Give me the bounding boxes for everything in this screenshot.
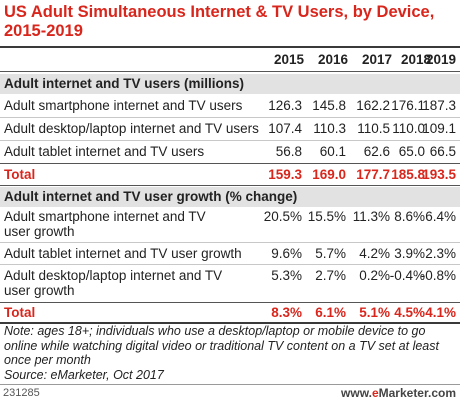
table-cell: -0.8%	[420, 268, 456, 283]
row-label: Adult desktop/laptop internet and TV use…	[4, 121, 259, 136]
table-cell: 2.7%	[315, 268, 346, 283]
total-cell: 6.1%	[315, 305, 346, 320]
table-cell: 9.6%	[271, 246, 302, 261]
table-cell: 109.1	[422, 121, 456, 136]
row-divider	[0, 264, 460, 265]
row-label: Adult tablet internet and TV users	[4, 144, 205, 159]
total-label: Total	[4, 167, 36, 182]
section-heading-growth: Adult internet and TV user growth (% cha…	[0, 187, 460, 207]
row-label: Adult smartphone internet and TV user gr…	[4, 209, 206, 239]
table-cell: 65.0	[398, 144, 425, 159]
year-header: 2017	[361, 52, 392, 67]
row-label: Adult tablet internet and TV user growth	[4, 246, 242, 261]
chart-title: US Adult Simultaneous Internet & TV User…	[4, 3, 435, 40]
table-cell: 145.8	[312, 98, 346, 113]
brand-link[interactable]: www.eMarketer.com	[341, 386, 456, 400]
table-cell: 187.3	[422, 98, 456, 113]
table-cell: -0.4%	[389, 268, 425, 283]
chart-id: 231285	[3, 387, 40, 399]
table-cell: 3.9%	[394, 246, 425, 261]
year-header: 2018	[400, 52, 431, 67]
total-cell: 4.1%	[425, 305, 456, 320]
title-rule	[0, 46, 460, 48]
table-cell: 2.3%	[425, 246, 456, 261]
total-cell: 177.7	[356, 167, 390, 182]
note-rule	[0, 322, 460, 324]
row-label: Adult desktop/laptop internet and TV use…	[4, 268, 223, 298]
table-cell: 5.7%	[315, 246, 346, 261]
chart-note: Note: ages 18+; individuals who use a de…	[4, 324, 456, 382]
total-cell: 4.5%	[394, 305, 425, 320]
table-cell: 60.1	[319, 144, 346, 159]
table-cell: 110.0	[392, 121, 425, 136]
brand-prefix: www.	[341, 386, 372, 400]
table-cell: 126.3	[268, 98, 302, 113]
brand-suffix: Marketer.com	[378, 386, 456, 400]
section-heading-users: Adult internet and TV users (millions)	[0, 74, 460, 94]
table-cell: 4.2%	[359, 246, 390, 261]
table-cell: 162.2	[356, 98, 390, 113]
total-cell: 8.3%	[271, 305, 302, 320]
total-cell: 193.5	[422, 167, 456, 182]
total-label: Total	[4, 305, 36, 320]
table-cell: 110.3	[313, 121, 346, 136]
total-cell: 159.3	[268, 167, 302, 182]
table-cell: 66.5	[429, 144, 456, 159]
total-cell: 185.8	[391, 167, 425, 182]
source-text: Source: eMarketer, Oct 2017	[4, 367, 164, 382]
year-header: 2016	[317, 52, 348, 67]
footer-rule	[0, 384, 460, 385]
table-cell: 11.3%	[352, 209, 390, 224]
table-cell: 8.6%	[394, 209, 425, 224]
table-cell: 15.5%	[307, 209, 346, 224]
total-cell: 5.1%	[359, 305, 390, 320]
total-rule	[0, 163, 460, 164]
table-cell: 0.2%	[359, 268, 390, 283]
table-cell: 56.8	[275, 144, 302, 159]
table-cell: 5.3%	[271, 268, 302, 283]
row-divider	[0, 242, 460, 243]
table-cell: 6.4%	[425, 209, 456, 224]
table-cell: 176.1	[391, 98, 425, 113]
row-divider	[0, 117, 460, 118]
total-rule	[0, 302, 460, 303]
table-cell: 110.5	[357, 121, 390, 136]
table-cell: 20.5%	[263, 209, 302, 224]
year-header-row: 2015 2016 2017 2018 2019	[0, 48, 460, 68]
row-label: Adult smartphone internet and TV users	[4, 98, 243, 113]
table-cell: 107.4	[268, 121, 302, 136]
brand-e: e	[371, 386, 379, 400]
header-rule	[0, 71, 460, 72]
year-header: 2019	[425, 52, 456, 67]
row-divider	[0, 140, 460, 141]
total-cell: 169.0	[312, 167, 346, 182]
table-cell: 62.6	[363, 144, 390, 159]
note-text: Note: ages 18+; individuals who use a de…	[4, 324, 439, 367]
year-header: 2015	[273, 52, 304, 67]
section-rule	[0, 185, 460, 186]
